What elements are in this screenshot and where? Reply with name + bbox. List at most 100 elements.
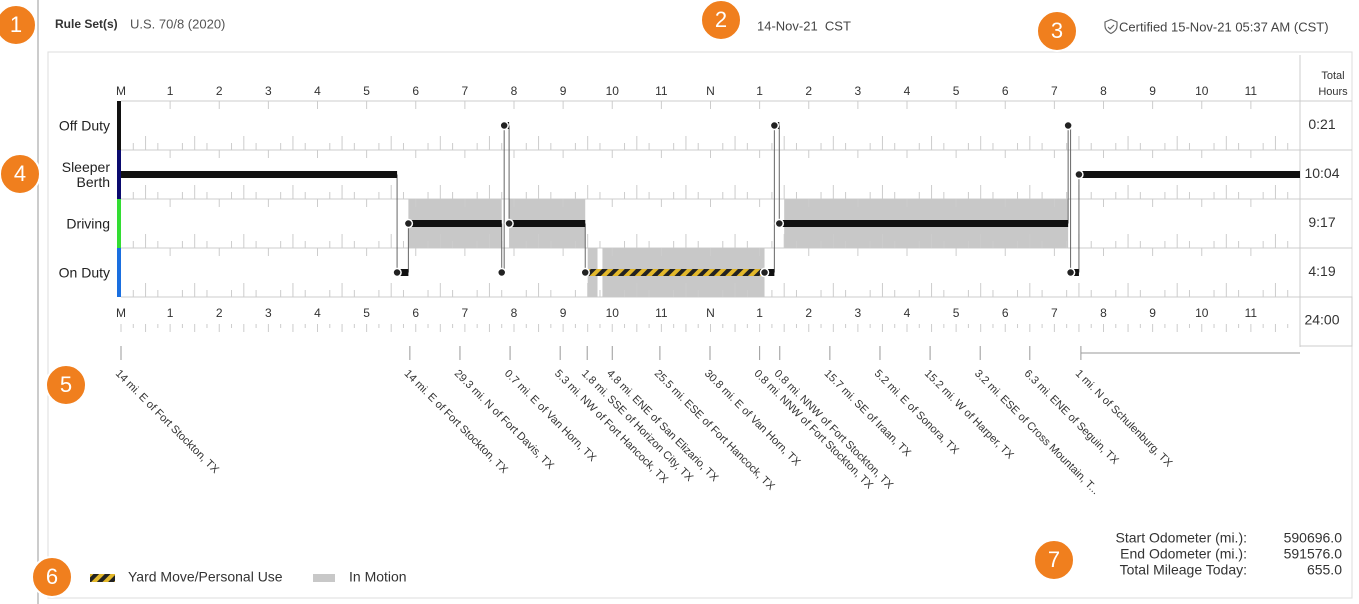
hour-label: 4 <box>314 84 321 98</box>
hour-label: 9 <box>1149 84 1156 98</box>
odometer-label: Total Mileage Today: <box>1120 562 1247 578</box>
event-marker <box>1074 169 1084 180</box>
status-bar <box>117 199 121 248</box>
hour-label: 4 <box>314 306 321 320</box>
duty-segment <box>509 220 586 227</box>
duty-segment <box>121 171 398 178</box>
hour-label: 1 <box>756 306 763 320</box>
shield-icon <box>1104 18 1118 35</box>
callout-number: 4 <box>14 161 26 186</box>
hour-label: 4 <box>904 84 911 98</box>
hour-label: 10 <box>606 306 620 320</box>
duty-segment <box>764 269 775 276</box>
hour-label: N <box>706 306 715 320</box>
location-label: 14 mi. E of Fort Stockton, TX <box>402 368 511 477</box>
hour-label: 7 <box>1051 84 1058 98</box>
duty-segment <box>408 220 502 227</box>
row-label: On Duty <box>58 264 110 280</box>
hour-label: 8 <box>1100 306 1107 320</box>
callout <box>0 4 37 46</box>
hour-label: 6 <box>1002 306 1009 320</box>
event-marker <box>496 267 507 278</box>
status-bar <box>117 150 121 199</box>
hour-label: 6 <box>412 84 419 98</box>
hour-label: 5 <box>363 84 370 98</box>
hour-label: 3 <box>265 84 272 98</box>
callout-number: 3 <box>1051 18 1063 43</box>
certified: Certified 15-Nov-21 05:37 AM (CST) <box>1119 19 1329 34</box>
hour-label: 5 <box>953 306 960 320</box>
hour-label: 5 <box>363 306 370 320</box>
hour-label: 10 <box>1195 84 1209 98</box>
event-marker <box>1065 267 1076 278</box>
hour-label: 8 <box>511 306 518 320</box>
hour-label: 2 <box>216 84 223 98</box>
callout-number: 1 <box>10 12 22 37</box>
hour-label: 1 <box>167 306 174 320</box>
callout <box>45 364 87 406</box>
legend-yard: Yard Move/Personal Use <box>128 569 283 585</box>
row-label: Driving <box>66 215 110 231</box>
callout <box>700 0 742 41</box>
hour-label: 3 <box>265 306 272 320</box>
duty-segment <box>1078 171 1300 178</box>
hour-label: 7 <box>462 84 469 98</box>
row-label: Sleeper Berth <box>61 158 110 190</box>
event-marker <box>392 267 402 278</box>
hour-label: 10 <box>606 84 620 98</box>
status-bar <box>117 101 121 150</box>
log-date: 14-Nov-21 CST <box>757 18 851 33</box>
callout-number: 5 <box>60 372 72 397</box>
hour-label: 3 <box>855 84 862 98</box>
callout-number: 7 <box>1048 547 1060 572</box>
event-marker <box>504 218 514 229</box>
location-label: 15.2 mi. W of Harper, TX <box>922 368 1016 462</box>
hour-label: 2 <box>805 306 812 320</box>
hour-label: 10 <box>1195 306 1209 320</box>
location-label: 0.7 mi. E of Van Horn, TX <box>502 368 599 465</box>
odometer-value: 590696.0 <box>1284 530 1343 546</box>
total-header: Hours <box>1318 86 1348 98</box>
event-marker <box>499 120 509 131</box>
status-bar <box>117 248 121 297</box>
row-total: 10:04 <box>1304 165 1339 181</box>
hour-label: 1 <box>167 84 174 98</box>
odometer-label: End Odometer (mi.): <box>1120 546 1247 562</box>
legend-swatch-motion <box>313 574 335 582</box>
location-label: 6.3 mi. ENE of Seguin, TX <box>1022 368 1122 468</box>
hour-label: 11 <box>1245 84 1258 98</box>
duty-segment <box>397 269 409 276</box>
callout <box>1036 10 1078 52</box>
hour-label: M <box>116 306 126 320</box>
callout <box>0 153 41 195</box>
hour-label: 8 <box>511 84 518 98</box>
event-marker <box>1063 120 1073 131</box>
location-label: 5.2 mi. E of Sonora, TX <box>872 368 962 458</box>
hour-label: 11 <box>655 84 668 98</box>
odometer-label: Start Odometer (mi.): <box>1116 530 1247 546</box>
event-marker <box>580 267 590 278</box>
row-label: Off Duty <box>58 117 110 133</box>
hour-label: 11 <box>1245 306 1258 320</box>
location-label: 1 mi. N of Schulenburg, TX <box>1073 368 1175 470</box>
hour-label: M <box>116 84 126 98</box>
hour-label: 6 <box>1002 84 1009 98</box>
callout-number: 6 <box>46 564 58 589</box>
hour-label: 3 <box>855 306 862 320</box>
callout-number: 2 <box>715 7 727 32</box>
rule-set: U.S. 70/8 (2020) <box>130 16 225 31</box>
event-marker <box>403 218 414 229</box>
hour-label: N <box>706 84 715 98</box>
event-marker <box>769 120 780 131</box>
hour-label: 4 <box>904 306 911 320</box>
location-label: 14 mi. E of Fort Stockton, TX <box>113 368 222 477</box>
yard-move-segment <box>585 269 765 276</box>
hour-label: 11 <box>655 306 668 320</box>
callout <box>1033 539 1075 581</box>
hour-label: 1 <box>756 84 763 98</box>
row-total: 9:17 <box>1308 214 1335 230</box>
total-header: Total <box>1321 70 1344 82</box>
row-total: 0:21 <box>1308 116 1335 132</box>
